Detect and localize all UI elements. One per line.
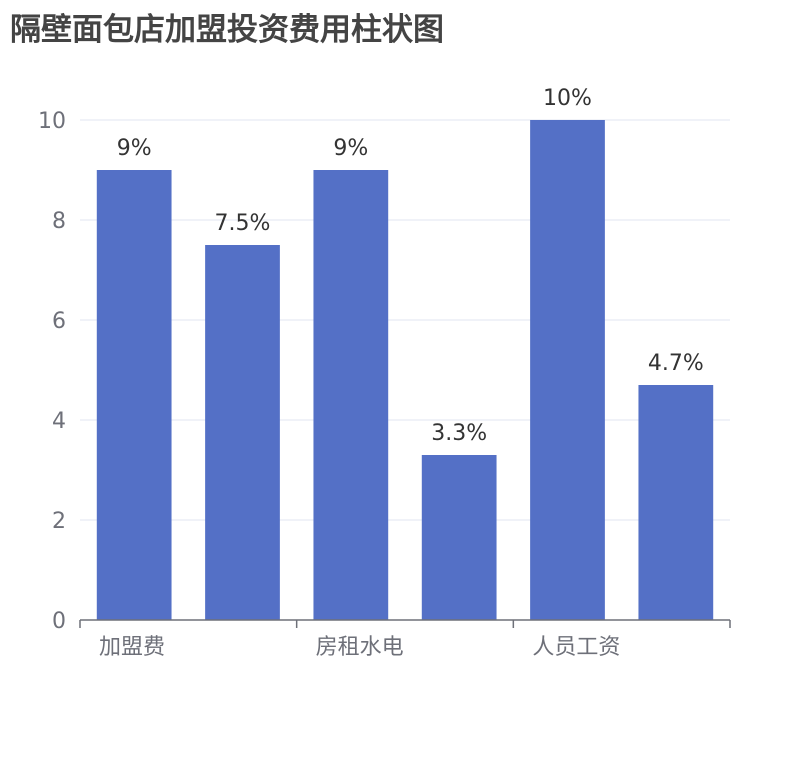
y-tick-label: 0 <box>52 609 66 634</box>
y-tick-label: 8 <box>52 209 66 234</box>
data-label: 3.3% <box>431 421 487 446</box>
x-axis <box>79 619 731 628</box>
bar <box>313 170 389 620</box>
x-category-label: 加盟费 <box>99 635 165 660</box>
data-label: 9% <box>117 136 152 161</box>
bar <box>96 170 172 620</box>
bar <box>205 245 280 620</box>
bars <box>96 120 714 620</box>
y-tick-label: 10 <box>38 109 66 134</box>
y-tick-label: 2 <box>52 509 66 534</box>
bar <box>530 120 605 620</box>
data-label: 9% <box>333 136 368 161</box>
data-label: 4.7% <box>648 351 704 376</box>
data-label: 7.5% <box>215 211 271 236</box>
bar <box>421 455 497 620</box>
x-category-label: 人员工资 <box>532 635 620 660</box>
data-label: 10% <box>543 86 592 111</box>
x-category-label: 房租水电 <box>316 635 404 660</box>
bar <box>638 385 714 620</box>
grid-lines <box>80 119 730 521</box>
chart-title: 隔壁面包店加盟投资费用柱状图 <box>10 12 444 48</box>
y-tick-label: 4 <box>52 409 66 434</box>
y-tick-label: 6 <box>52 309 66 334</box>
labels: 0 2 4 6 8 10 9% 7.5% 9% 3.3% 10% 4.7% 加盟费 房租水电 人员工资 <box>38 86 704 660</box>
